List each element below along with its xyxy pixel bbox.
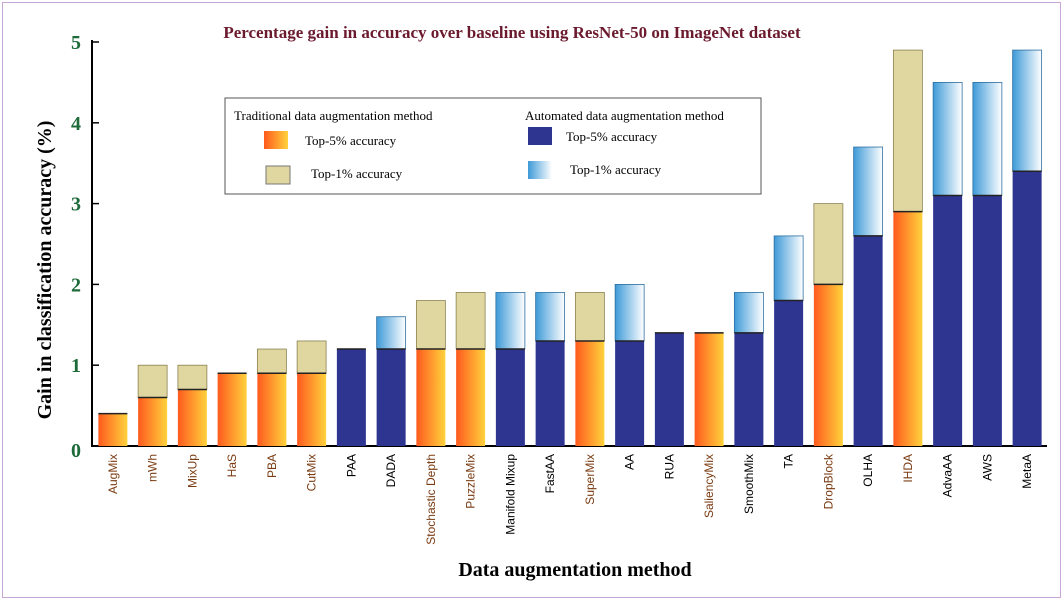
bar-top5-has — [217, 373, 247, 446]
bar-top5-mixup — [177, 389, 207, 446]
bar-top1-mwh — [137, 364, 168, 398]
bar-top5-paa — [336, 349, 366, 446]
legend-traditional-top5-label: Top-5% accuracy — [305, 133, 397, 148]
legend-box — [224, 97, 762, 195]
bar-top1-advaaa — [932, 82, 963, 196]
x-tick-label: SaliencyMix — [702, 454, 716, 518]
bar-top5-aa — [615, 340, 645, 446]
bar-top5-stochastic-depth — [416, 349, 446, 446]
y-tick-label: 3 — [71, 194, 81, 216]
bar-top5-fastaa — [535, 340, 565, 446]
bar-top1-mixup — [177, 364, 208, 390]
x-ticks: AugMix mWh MixUp HaS PBA CutMix PAA DADA Stochas… — [106, 453, 1034, 545]
bar-top1-metaa — [1012, 49, 1043, 172]
legend-automated-top1-label: Top-1% accuracy — [570, 162, 662, 177]
x-axis-label: Data augmentation method — [458, 559, 691, 581]
legend-traditional-top1-label: Top-1% accuracy — [311, 166, 403, 181]
y-tick-label: 4 — [71, 113, 81, 135]
bars — [98, 49, 1043, 446]
bar-top5-olha — [853, 235, 883, 446]
bar-top1-cutmix — [296, 340, 327, 374]
bar-top5-puzzlemix — [456, 349, 486, 446]
y-tick-label: 2 — [71, 274, 81, 296]
x-tick-label: Manifold Mixup — [503, 454, 517, 535]
x-tick-label: FastAA — [543, 454, 557, 493]
bar-top5-cutmix — [297, 373, 327, 446]
y-tick-label: 5 — [71, 32, 81, 54]
bar-top1-stochastic-depth — [415, 300, 446, 350]
x-tick-label: IHDA — [901, 454, 915, 483]
bar-top5-ta — [774, 300, 804, 446]
bar-top5-rua — [654, 332, 684, 446]
bar-top5-saliencymix — [694, 332, 724, 446]
x-tick-label: mWh — [146, 454, 160, 482]
bar-top5-supermix — [575, 340, 605, 446]
bar-top1-dropblock — [813, 203, 844, 285]
bar-top1-aa — [614, 283, 645, 342]
chart-title: Percentage gain in accuracy over baselin… — [223, 23, 801, 42]
bar-top1-ihda — [892, 49, 923, 213]
bar-top1-ta — [773, 235, 804, 301]
bar-top1-olha — [853, 146, 884, 237]
x-tick-label: PuzzleMix — [464, 454, 478, 509]
y-ticks: 0 1 2 3 4 5 — [71, 32, 99, 462]
x-tick-label: SmoothMix — [742, 454, 756, 514]
legend-swatch-traditional-top1 — [265, 165, 291, 185]
legend-automated-top5-label: Top-5% accuracy — [566, 129, 658, 144]
bar-top1-supermix — [574, 292, 605, 342]
legend-swatch-automated-top1 — [528, 161, 552, 179]
x-tick-label: MetaA — [1020, 454, 1034, 489]
x-tick-label: MixUp — [185, 454, 199, 488]
bar-top1-dada — [376, 316, 407, 350]
x-tick-label: DropBlock — [821, 453, 835, 509]
bar-top1-pba — [256, 348, 287, 374]
bar-top5-mwh — [138, 397, 168, 446]
bar-top1-manifold-mixup — [495, 292, 526, 350]
bar-top1-fastaa — [535, 292, 566, 342]
x-tick-label: PBA — [265, 454, 279, 478]
bar-top1-smoothmix — [733, 292, 764, 334]
legend-swatch-automated-top5 — [528, 127, 552, 145]
bar-top5-smoothmix — [734, 332, 764, 446]
bar-top5-pba — [257, 373, 287, 446]
bar-top5-ihda — [893, 211, 923, 446]
bar-top5-aws — [972, 195, 1002, 446]
x-tick-label: PAA — [344, 454, 358, 477]
y-tick-label: 0 — [71, 440, 81, 462]
x-tick-label: AdvaAA — [941, 454, 955, 497]
x-tick-label: HaS — [225, 454, 239, 477]
bar-top5-dada — [376, 349, 406, 446]
x-tick-label: TA — [782, 454, 796, 468]
x-tick-label: Stochastic Depth — [424, 454, 438, 545]
bar-top1-puzzlemix — [455, 292, 486, 350]
x-tick-label: AA — [623, 454, 637, 470]
bar-top5-augmix — [98, 413, 128, 446]
bar-top5-dropblock — [813, 284, 843, 446]
legend-automated-heading: Automated data augmentation method — [525, 108, 724, 123]
bar-top1-aws — [972, 82, 1003, 196]
bar-top5-metaa — [1012, 171, 1042, 446]
x-tick-label: AugMix — [106, 454, 120, 494]
x-tick-label: SuperMix — [583, 454, 597, 505]
legend-swatch-traditional-top5 — [264, 131, 288, 149]
bar-top5-manifold-mixup — [495, 349, 525, 446]
x-tick-label: OLHA — [861, 454, 875, 487]
legend-traditional-heading: Traditional data augmentation method — [234, 108, 433, 123]
x-tick-label: DADA — [384, 454, 398, 487]
legend: Traditional data augmentation method Top… — [224, 97, 762, 195]
x-tick-label: AWS — [980, 454, 994, 481]
y-axis-label: Gain in classification accuracy (%) — [34, 121, 56, 420]
x-tick-label: RUA — [662, 454, 676, 479]
bar-top5-advaaa — [933, 195, 963, 446]
x-tick-label: CutMix — [305, 454, 319, 491]
y-tick-label: 1 — [71, 355, 81, 377]
